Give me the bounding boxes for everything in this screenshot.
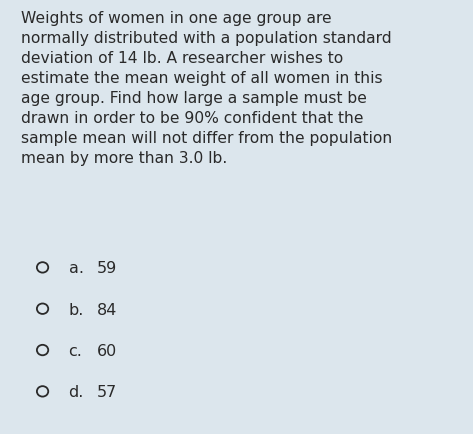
Text: 59: 59 [97, 261, 117, 276]
Text: 60: 60 [97, 343, 117, 358]
Text: c.: c. [69, 343, 82, 358]
Text: 57: 57 [97, 385, 117, 399]
Text: d.: d. [69, 385, 84, 399]
Text: a.: a. [69, 261, 84, 276]
Text: b.: b. [69, 302, 84, 317]
Text: 84: 84 [97, 302, 117, 317]
Text: Weights of women in one age group are
normally distributed with a population sta: Weights of women in one age group are no… [21, 11, 393, 166]
